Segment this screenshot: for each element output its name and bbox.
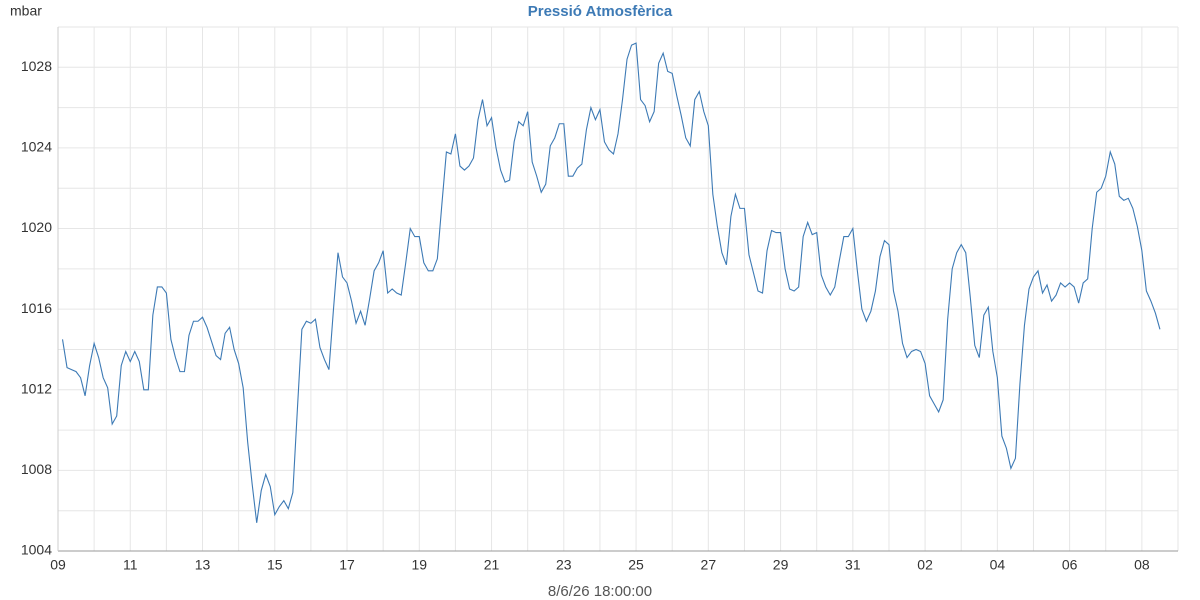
y-tick-label: 1020 xyxy=(21,219,52,235)
x-tick-label: 11 xyxy=(123,557,138,573)
x-tick-label: 02 xyxy=(917,557,933,573)
x-tick-label: 13 xyxy=(195,557,211,573)
x-tick-label: 17 xyxy=(339,557,355,573)
y-tick-label: 1016 xyxy=(21,300,52,316)
x-tick-label: 25 xyxy=(628,557,644,573)
chart-title: Pressió Atmosfèrica xyxy=(528,3,673,20)
x-tick-label: 19 xyxy=(412,557,428,573)
y-axis-label: mbar xyxy=(10,3,42,19)
x-tick-label: 21 xyxy=(484,557,500,573)
y-tick-label: 1012 xyxy=(21,380,52,396)
y-tick-label: 1008 xyxy=(21,461,52,477)
x-tick-label: 29 xyxy=(773,557,789,573)
y-tick-label: 1024 xyxy=(21,139,52,155)
y-tick-label: 1004 xyxy=(21,542,52,558)
x-tick-label: 04 xyxy=(990,557,1006,573)
x-tick-label: 06 xyxy=(1062,557,1078,573)
y-tick-label: 1028 xyxy=(21,58,52,74)
x-axis-label: 8/6/26 18:00:00 xyxy=(548,583,652,600)
data-line xyxy=(61,42,1161,523)
x-tick-label: 23 xyxy=(556,557,572,573)
x-tick-label: 27 xyxy=(701,557,717,573)
x-tick-label: 08 xyxy=(1134,557,1150,573)
x-tick-label: 31 xyxy=(845,557,861,573)
x-tick-label: 15 xyxy=(267,557,283,573)
x-tick-label: 09 xyxy=(50,557,66,573)
